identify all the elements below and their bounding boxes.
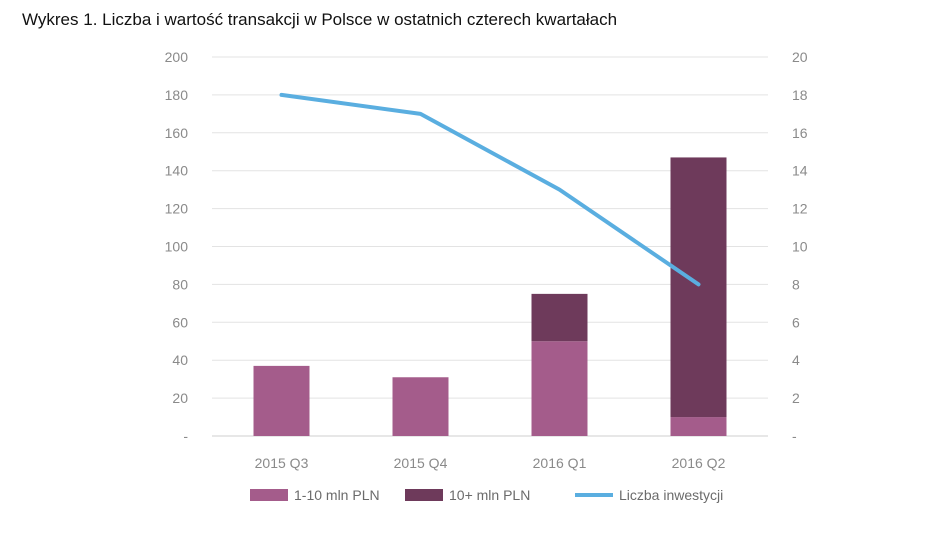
x-tick-label: 2015 Q3 (255, 455, 309, 471)
line-series (279, 92, 701, 287)
bar (531, 341, 588, 436)
y-left-tick-label: - (183, 428, 188, 444)
chart-title: Wykres 1. Liczba i wartość transakcji w … (22, 10, 618, 29)
y-right-tick-label: 4 (792, 352, 800, 368)
y-left-tick-label: 80 (172, 276, 188, 292)
y-right-tick-label: 20 (792, 49, 808, 65)
y-right-tick-label: 6 (792, 314, 800, 330)
bar (670, 417, 727, 436)
y-left-tick-label: 200 (165, 49, 189, 65)
bar (253, 365, 310, 436)
y-left-tick-label: 120 (165, 201, 189, 217)
bar (670, 157, 727, 418)
y-right-tick-label: 16 (792, 125, 808, 141)
legend-label: Liczba inwestycji (619, 487, 723, 503)
bars (253, 157, 727, 436)
y-left-tick-label: 140 (165, 163, 189, 179)
legend-swatch (405, 489, 443, 501)
bar (392, 377, 449, 436)
y-left-tick-label: 100 (165, 239, 189, 255)
legend-label: 10+ mln PLN (449, 487, 530, 503)
y-right-tick-label: 10 (792, 239, 808, 255)
y-left-tick-label: 160 (165, 125, 189, 141)
bar (531, 293, 588, 342)
y-left-tick-label: 180 (165, 87, 189, 103)
legend: 1-10 mln PLN 10+ mln PLN Liczba inwestycji (250, 487, 723, 503)
y-right-tick-label: 2 (792, 390, 800, 406)
legend-label: 1-10 mln PLN (294, 487, 380, 503)
x-tick-label: 2016 Q1 (533, 455, 587, 471)
y-left-tick-label: 40 (172, 352, 188, 368)
right-axis-ticks: - 2 4 6 8 10 12 14 16 18 20 (792, 49, 808, 444)
line-series-path (279, 92, 701, 287)
y-right-tick-label: 18 (792, 87, 808, 103)
y-right-tick-label: 8 (792, 276, 800, 292)
y-right-tick-label: 12 (792, 201, 808, 217)
x-tick-label: 2015 Q4 (394, 455, 448, 471)
y-right-tick-label: - (792, 428, 797, 444)
y-right-tick-label: 14 (792, 163, 808, 179)
x-tick-label: 2016 Q2 (672, 455, 726, 471)
legend-swatch (250, 489, 288, 501)
x-axis-ticks: 2015 Q3 2015 Q4 2016 Q1 2016 Q2 (255, 455, 726, 471)
left-axis-ticks: - 20 40 60 80 100 120 140 160 180 200 (165, 49, 189, 444)
y-left-tick-label: 60 (172, 314, 188, 330)
y-left-tick-label: 20 (172, 390, 188, 406)
